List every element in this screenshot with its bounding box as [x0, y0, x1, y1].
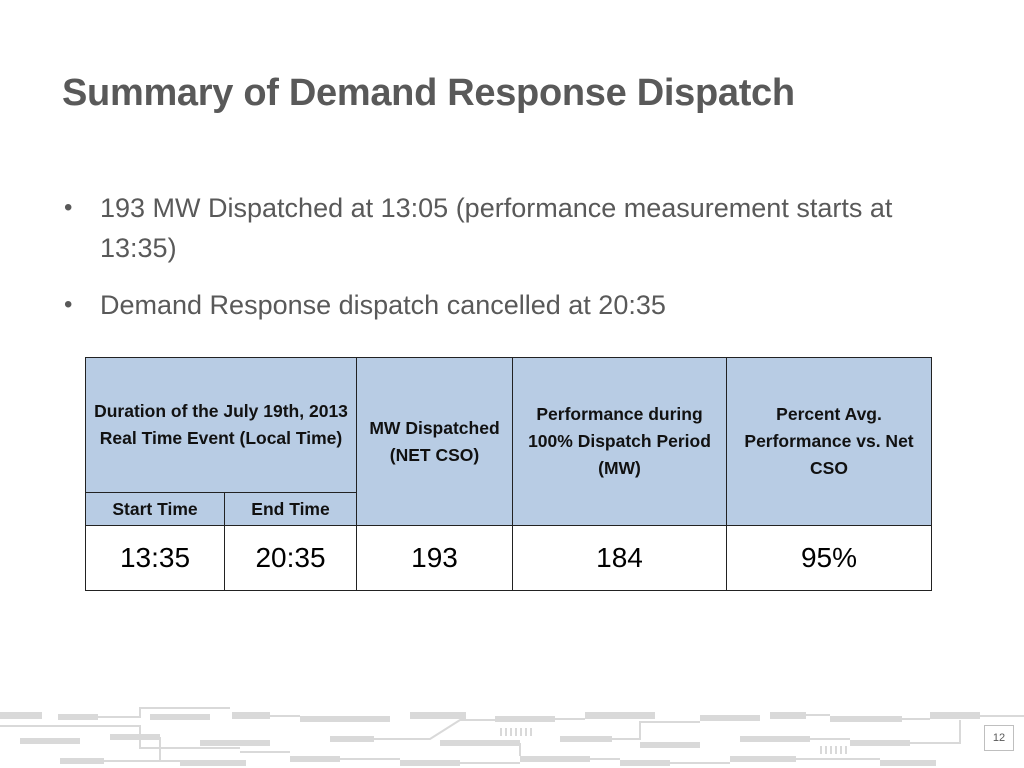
duration-header: Duration of the July 19th, 2013 Real Tim…: [84, 357, 358, 493]
end-time-cell: 20:35: [223, 525, 358, 591]
circuit-decoration: [0, 707, 1024, 766]
percent-avg-header: Percent Avg. Performance vs. Net CSO: [726, 357, 933, 526]
performance-header: Performance during 100% Dispatch Period …: [512, 357, 728, 526]
start-time-cell: 13:35: [85, 525, 225, 591]
bullet-text: 193 MW Dispatched at 13:05 (performance …: [100, 193, 893, 263]
bullet-item: • Demand Response dispatch cancelled at …: [62, 285, 942, 325]
dispatch-summary-table: Duration of the July 19th, 2013 Real Tim…: [84, 357, 933, 591]
bullet-dot-icon: •: [64, 194, 73, 221]
table-subheader-row: Start Time End Time: [85, 492, 932, 526]
table-header-row: Duration of the July 19th, 2013 Real Tim…: [84, 357, 933, 526]
performance-cell: 184: [512, 525, 728, 591]
table-row: 13:35 20:35 193 184 95%: [85, 525, 933, 591]
bullet-list: • 193 MW Dispatched at 13:05 (performanc…: [62, 188, 942, 342]
percent-avg-cell: 95%: [726, 525, 933, 591]
end-time-header: End Time: [223, 492, 358, 526]
bullet-item: • 193 MW Dispatched at 13:05 (performanc…: [62, 188, 942, 268]
page-number: 12: [984, 725, 1014, 751]
mw-dispatched-header: MW Dispatched (NET CSO): [356, 357, 514, 526]
bullet-text: Demand Response dispatch cancelled at 20…: [100, 290, 666, 320]
slide-title: Summary of Demand Response Dispatch: [62, 72, 795, 114]
bullet-dot-icon: •: [64, 291, 73, 318]
mw-dispatched-cell: 193: [356, 525, 514, 591]
start-time-header: Start Time: [85, 492, 225, 526]
